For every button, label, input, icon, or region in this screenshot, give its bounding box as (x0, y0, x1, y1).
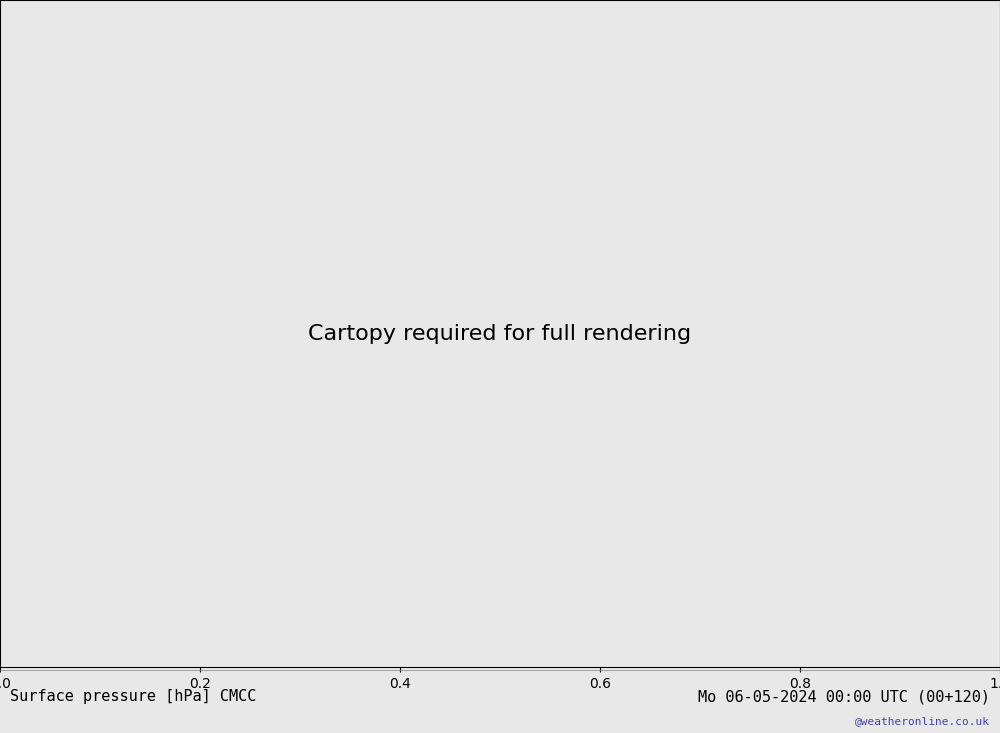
Text: Surface pressure [hPa] CMCC: Surface pressure [hPa] CMCC (10, 689, 256, 704)
Text: Cartopy required for full rendering: Cartopy required for full rendering (308, 323, 692, 344)
Text: @weatheronline.co.uk: @weatheronline.co.uk (855, 716, 990, 726)
Text: Mo 06-05-2024 00:00 UTC (00+120): Mo 06-05-2024 00:00 UTC (00+120) (698, 689, 990, 704)
